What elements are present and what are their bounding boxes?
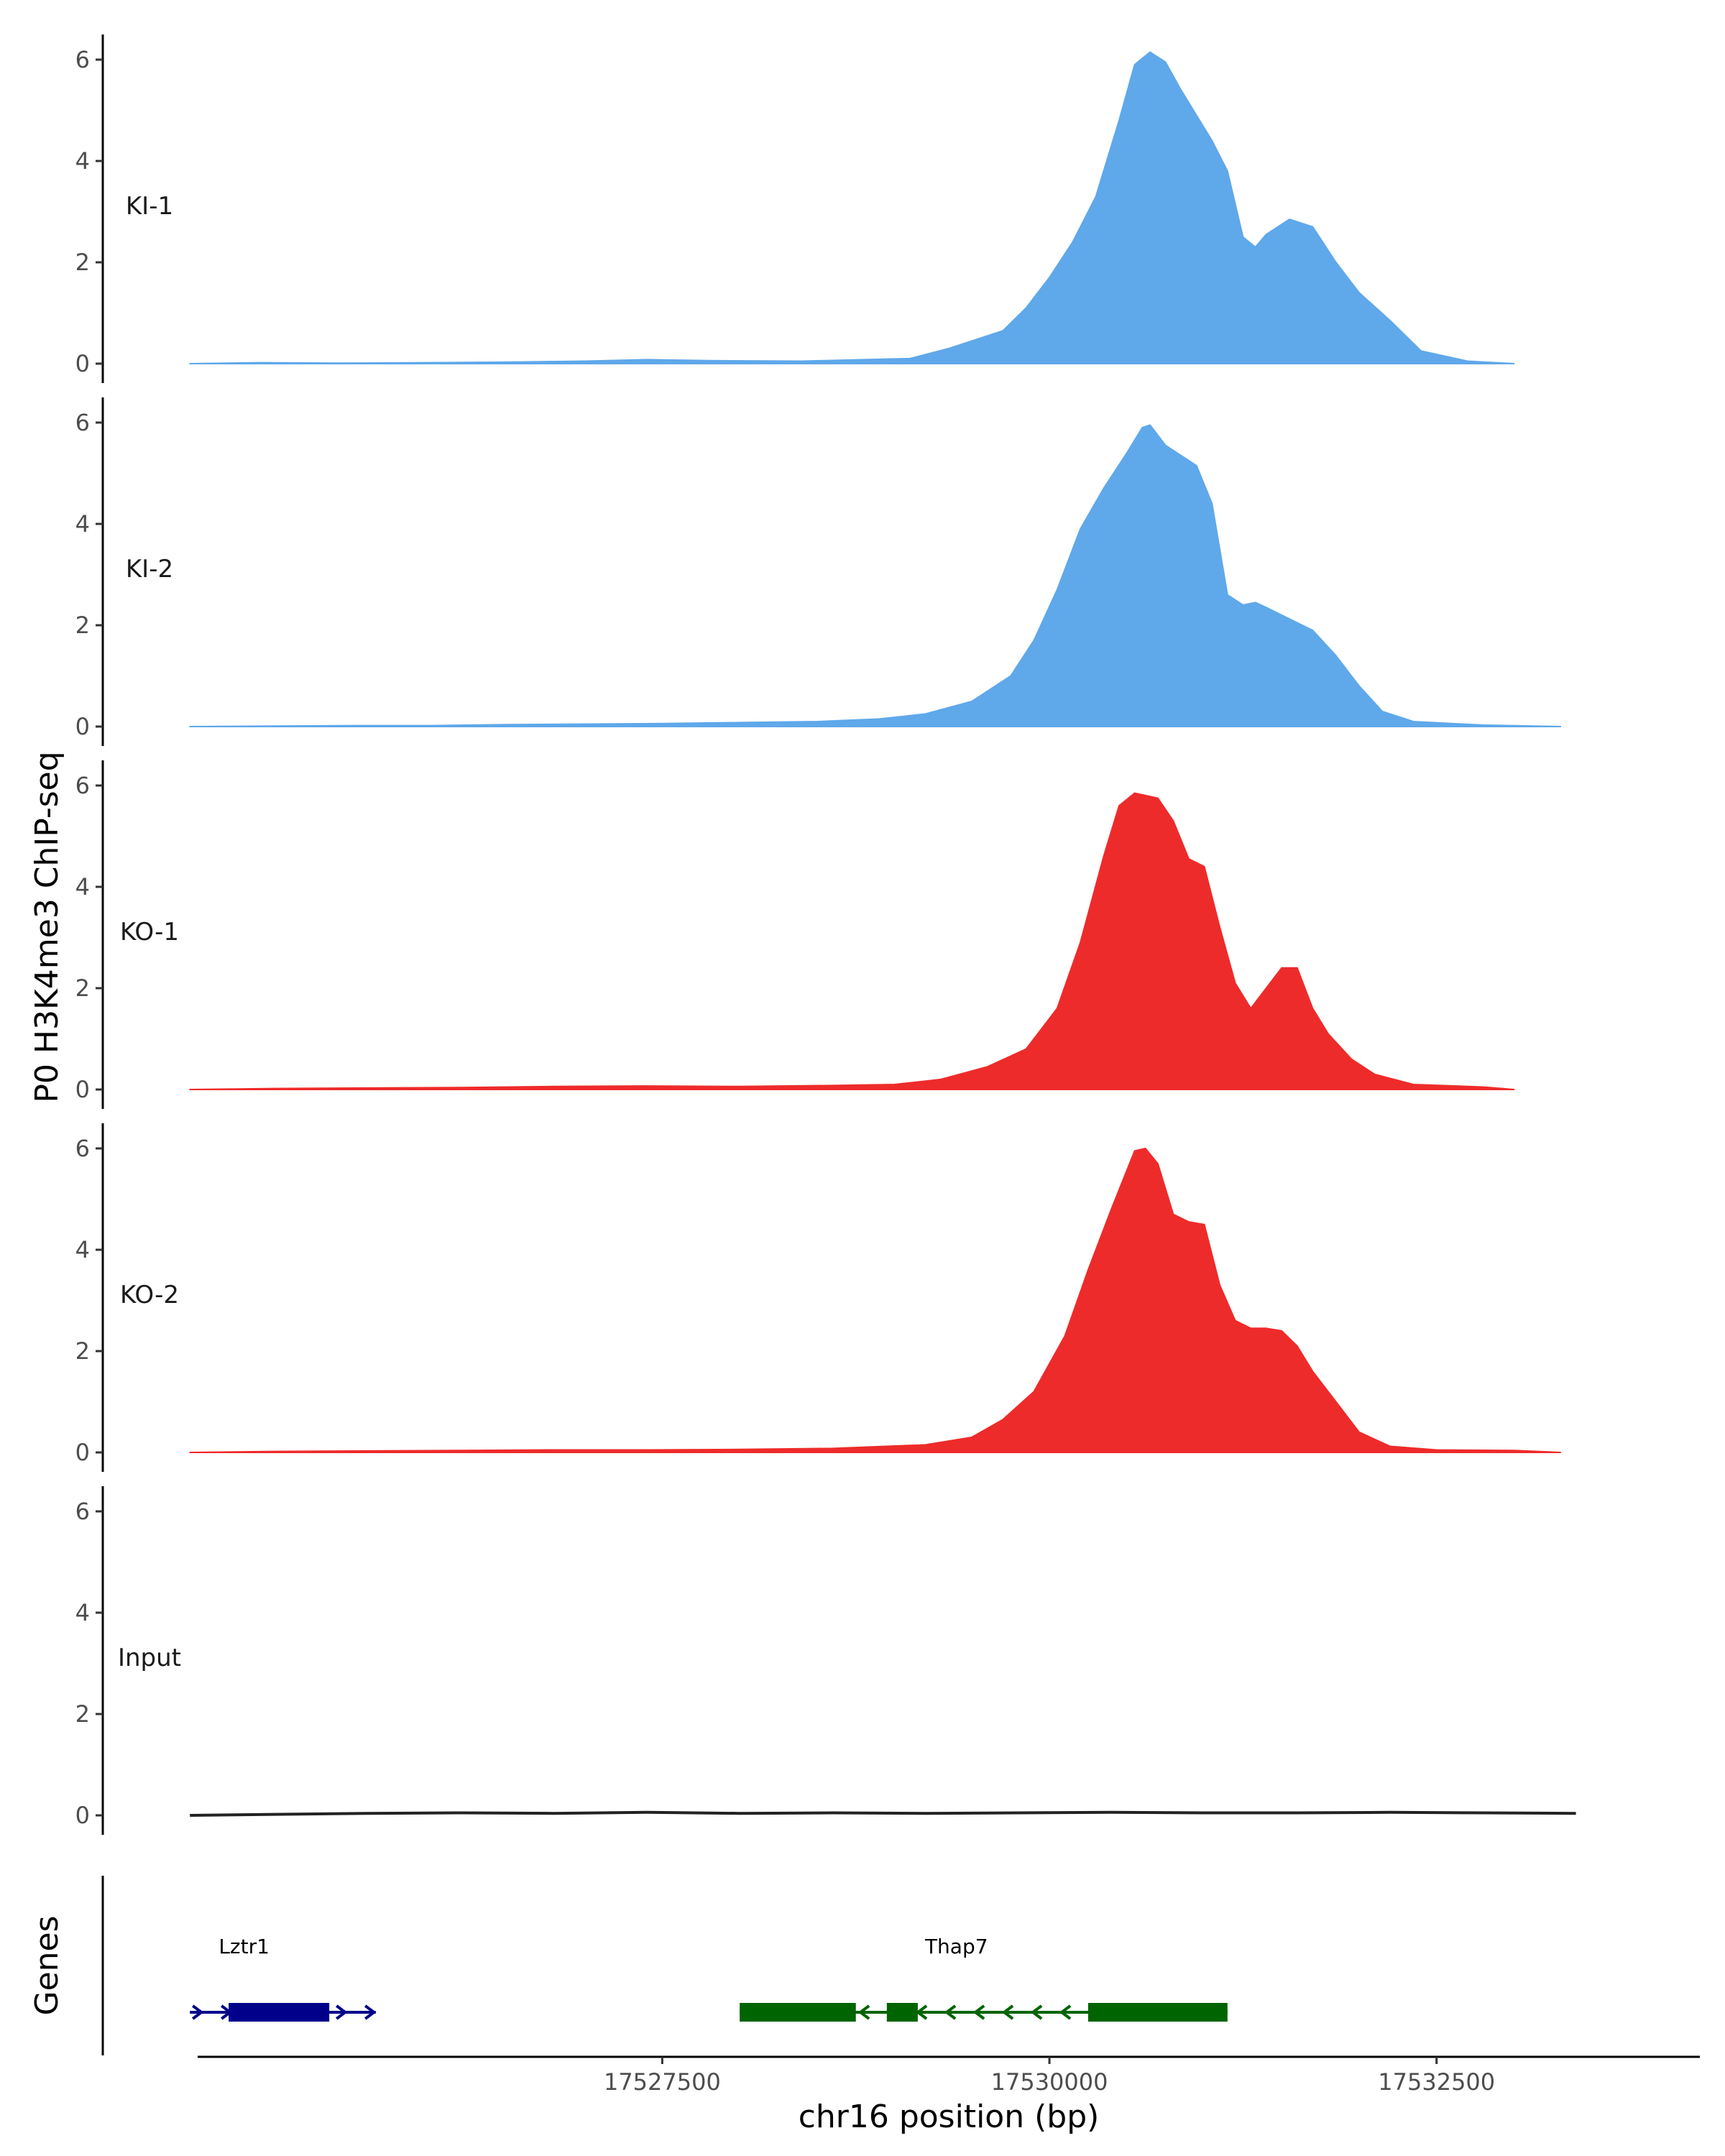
y-tick-label: 2 — [75, 975, 90, 1002]
coverage-line — [190, 1810, 1576, 1817]
track-ko-1: 0 2 4 6 KO-1 — [75, 760, 1515, 1109]
y-tick-label: 4 — [75, 1599, 90, 1626]
y-tick-label: 4 — [75, 873, 90, 900]
coverage-area — [189, 1148, 1562, 1453]
strand-arrow — [857, 2004, 870, 2020]
y-tick-label: 2 — [75, 1337, 90, 1365]
y-tick-label: 0 — [75, 350, 90, 377]
y-tick-label: 4 — [75, 510, 90, 538]
track-ko-2: 0 2 4 6 KO-2 — [75, 1123, 1562, 1472]
x-tick-label: 17527500 — [604, 2068, 721, 2096]
track-label: Input — [118, 1644, 181, 1672]
strand-arrow — [192, 2004, 204, 2020]
tracks-layer: 0 2 4 6 KI-1 0 2 4 6 KI-2 0 2 4 6 KO-1 0 2 4 6 KO-2 0 2 4 6 Inpu… — [75, 34, 1576, 1835]
genes-layer: Lztr1 Thap7 — [101, 1876, 1228, 2055]
gene-label: Lztr1 — [218, 1935, 270, 1958]
coverage-area — [189, 792, 1515, 1090]
y-tick-label: 2 — [75, 612, 90, 639]
y-tick-label: 4 — [75, 147, 90, 175]
track-ki-2: 0 2 4 6 KI-2 — [75, 397, 1562, 746]
strand-arrow — [336, 2004, 348, 2020]
gene-exon — [1087, 2003, 1228, 2022]
gene-lztr1: Lztr1 — [190, 1935, 377, 2022]
y-tick-label: 6 — [75, 1135, 90, 1162]
track-label: KO-1 — [120, 918, 179, 946]
track-label: KI-2 — [126, 555, 173, 584]
y-tick-label: 0 — [75, 1439, 90, 1466]
gene-thap7: Thap7 — [740, 1935, 1228, 2022]
y-tick-label: 4 — [75, 1236, 90, 1263]
strand-arrow — [944, 2004, 957, 2020]
y-tick-label: 6 — [75, 409, 90, 436]
x-tick-label: 17530000 — [991, 2068, 1108, 2096]
strand-arrow — [1001, 2004, 1014, 2020]
gene-exon — [229, 2003, 330, 2022]
y-tick-label: 6 — [75, 46, 90, 73]
track-label: KI-1 — [126, 192, 173, 221]
track-label: KO-2 — [120, 1281, 179, 1309]
x-axis-title: chr16 position (bp) — [799, 2099, 1100, 2135]
strand-arrow — [915, 2004, 928, 2020]
x-tick-label: 17532500 — [1378, 2068, 1495, 2096]
coverage-area — [189, 424, 1562, 727]
y-tick-label: 0 — [75, 1802, 90, 1829]
gene-label: Thap7 — [924, 1935, 988, 1958]
strand-arrow — [972, 2004, 985, 2020]
y-tick-label: 2 — [75, 1700, 90, 1728]
gene-exon — [740, 2003, 856, 2022]
y-axis-title: P0 H3K4me3 ChIP-seq — [29, 751, 65, 1102]
y-tick-label: 0 — [75, 1076, 90, 1103]
track-input: 0 2 4 6 Input — [75, 1486, 1576, 1835]
gene-exon — [886, 2003, 918, 2022]
strand-arrow — [1030, 2004, 1043, 2020]
strand-arrow — [1059, 2004, 1072, 2020]
y-tick-label: 0 — [75, 713, 90, 740]
y-tick-label: 6 — [75, 1498, 90, 1525]
coverage-area — [189, 51, 1515, 364]
y-tick-label: 2 — [75, 249, 90, 276]
strand-arrow — [364, 2004, 377, 2020]
track-ki-1: 0 2 4 6 KI-1 — [75, 34, 1515, 383]
genes-axis-title: Genes — [29, 1915, 65, 2015]
y-tick-label: 6 — [75, 772, 90, 799]
x-axis: 17527500 17530000 17532500 — [198, 2055, 1700, 2096]
